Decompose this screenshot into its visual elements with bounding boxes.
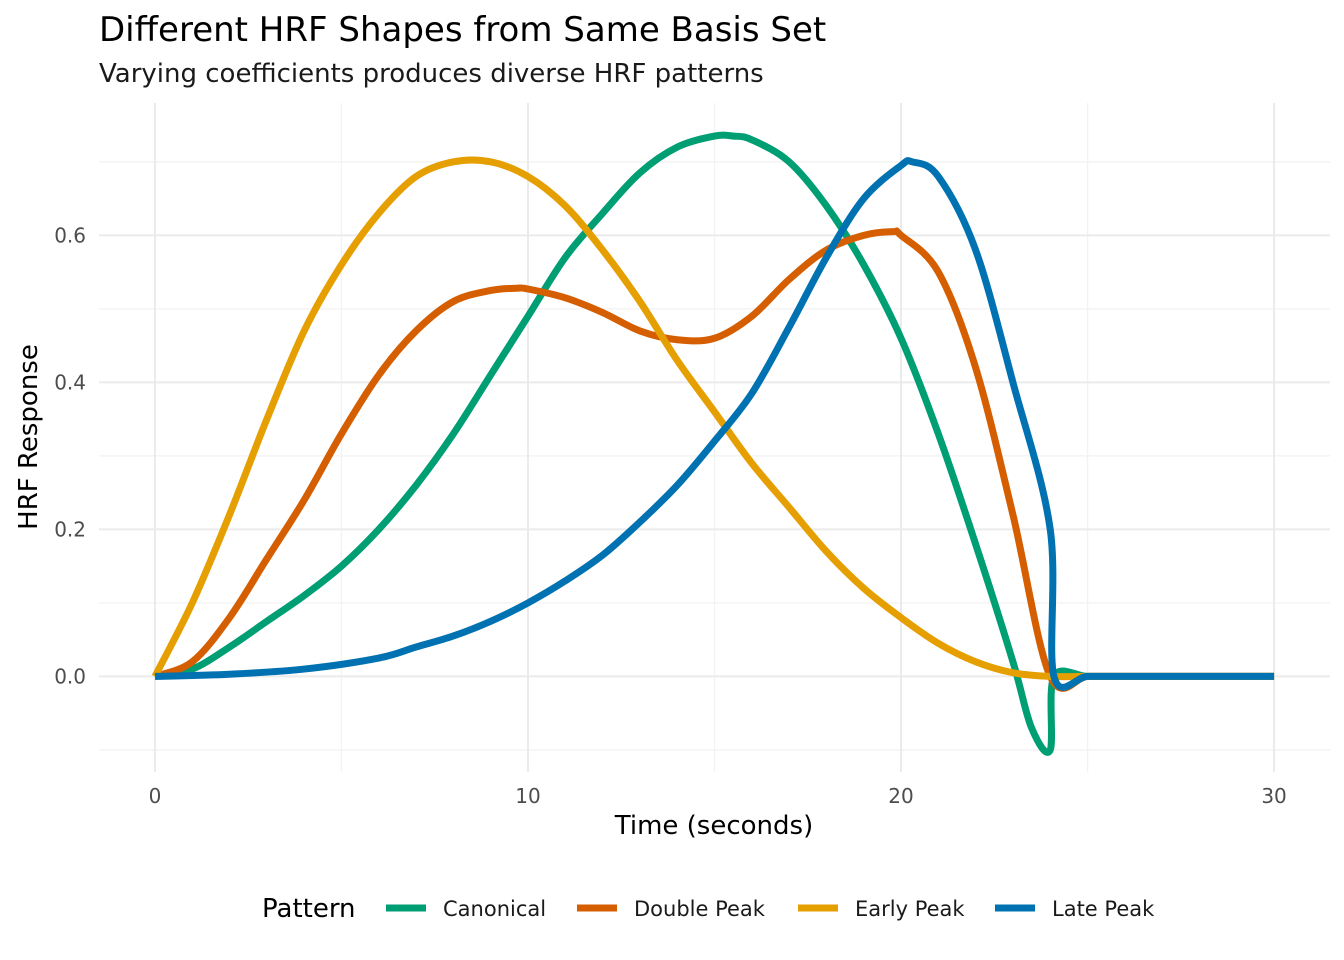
legend-item: Double Peak xyxy=(577,897,766,921)
legend-item: Early Peak xyxy=(798,897,965,921)
y-tick-label: 0.4 xyxy=(54,370,86,394)
x-axis-ticks: 0 10 20 30 xyxy=(149,784,1287,808)
y-axis-ticks: 0.0 0.2 0.4 0.6 xyxy=(54,223,86,688)
legend-label: Late Peak xyxy=(1052,897,1155,921)
chart-subtitle: Varying coefficients produces diverse HR… xyxy=(99,59,764,89)
series-line-late-peak xyxy=(154,157,1275,691)
chart-title: Different HRF Shapes from Same Basis Set xyxy=(99,10,826,50)
x-tick-label: 0 xyxy=(149,784,162,808)
series-lines xyxy=(151,131,1275,756)
legend-item: Late Peak xyxy=(995,897,1155,921)
x-tick-label: 10 xyxy=(515,784,540,808)
legend-label: Early Peak xyxy=(855,897,965,921)
y-tick-label: 0.6 xyxy=(54,223,86,247)
legend-title: Pattern xyxy=(262,894,356,924)
x-tick-label: 30 xyxy=(1261,784,1286,808)
legend: Pattern Canonical Double Peak Early Peak La… xyxy=(262,894,1155,924)
legend-label: Double Peak xyxy=(634,897,766,921)
y-axis-title: HRF Response xyxy=(14,344,44,530)
legend-label: Canonical xyxy=(443,897,546,921)
x-tick-label: 20 xyxy=(888,784,913,808)
x-axis-title: Time (seconds) xyxy=(614,811,813,841)
y-tick-label: 0.0 xyxy=(54,664,86,688)
legend-item: Canonical xyxy=(386,897,546,921)
y-tick-label: 0.2 xyxy=(54,517,86,541)
